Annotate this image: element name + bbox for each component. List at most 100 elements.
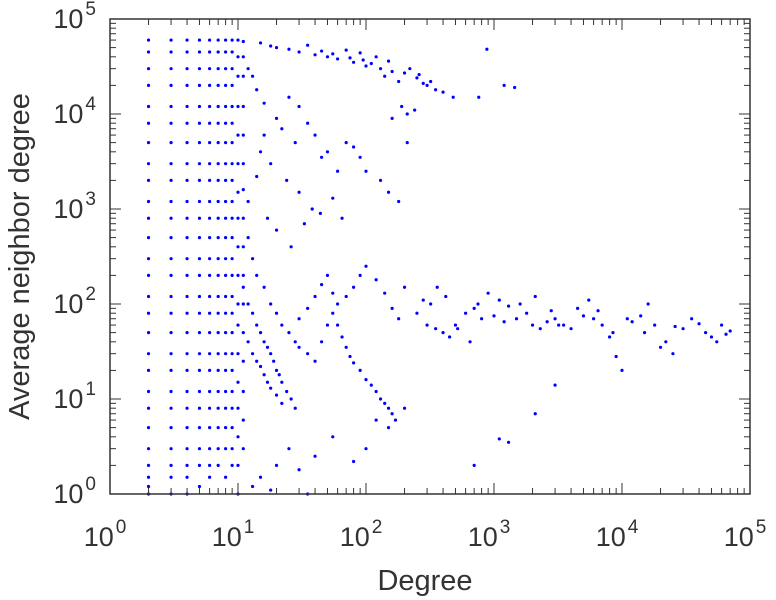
data-point <box>236 435 240 439</box>
data-point <box>402 71 407 75</box>
data-point <box>265 216 270 220</box>
data-point <box>230 406 234 410</box>
data-point <box>369 61 373 66</box>
data-point <box>587 298 591 302</box>
data-point <box>224 389 228 394</box>
data-point <box>274 311 279 315</box>
data-point <box>230 199 234 204</box>
data-point <box>185 406 189 410</box>
data-point <box>340 335 344 339</box>
data-point <box>250 74 255 78</box>
data-point <box>236 380 240 384</box>
data-point <box>340 216 344 220</box>
data-point <box>216 104 220 109</box>
data-point <box>236 323 240 327</box>
data-point <box>444 294 448 299</box>
data-point <box>325 150 330 154</box>
data-point <box>715 340 719 344</box>
data-point <box>169 273 173 277</box>
data-point <box>400 104 404 109</box>
data-point <box>269 352 273 356</box>
data-point <box>269 386 273 390</box>
data-point <box>146 475 151 479</box>
data-point <box>230 216 234 220</box>
data-point <box>277 373 281 377</box>
data-point <box>230 104 234 109</box>
data-point <box>280 380 284 384</box>
data-point <box>344 48 348 52</box>
data-point <box>258 475 263 479</box>
data-point <box>169 216 173 220</box>
data-point <box>224 352 228 356</box>
data-point <box>146 257 151 261</box>
data-point <box>287 447 291 451</box>
data-point <box>262 101 266 105</box>
data-point <box>262 133 266 137</box>
data-point <box>525 311 529 315</box>
data-point <box>208 199 212 204</box>
data-point <box>208 352 212 356</box>
data-point <box>146 484 151 489</box>
x-tick-label: 10 2 <box>340 517 383 552</box>
data-point <box>241 74 245 78</box>
data-point <box>241 273 245 277</box>
data-point <box>197 199 202 204</box>
data-point <box>185 236 189 240</box>
data-point <box>208 178 212 182</box>
data-point <box>146 199 151 204</box>
data-point <box>241 55 245 59</box>
data-point <box>208 216 212 220</box>
data-point <box>185 50 189 54</box>
data-point <box>169 50 173 54</box>
data-point <box>197 311 202 315</box>
data-point <box>169 463 173 467</box>
data-point <box>208 162 212 166</box>
data-point <box>530 323 535 327</box>
data-point <box>320 155 324 159</box>
data-point <box>146 447 151 451</box>
data-point <box>208 83 212 87</box>
data-point <box>208 447 212 451</box>
data-point <box>415 311 419 315</box>
data-point <box>197 141 202 145</box>
data-point <box>146 463 151 467</box>
data-point <box>230 273 234 277</box>
data-point <box>421 298 425 302</box>
data-point <box>297 104 301 109</box>
data-point <box>208 311 212 315</box>
data-point <box>146 331 151 335</box>
data-point <box>269 162 273 166</box>
data-point <box>169 38 173 42</box>
data-point <box>216 38 220 42</box>
data-point <box>197 104 202 109</box>
data-point <box>246 67 250 71</box>
data-point <box>313 359 317 363</box>
data-point <box>185 141 189 145</box>
data-point <box>378 67 383 71</box>
data-point <box>241 302 245 306</box>
data-point <box>258 331 263 335</box>
data-point <box>185 257 189 261</box>
data-point <box>230 83 234 87</box>
data-point <box>216 426 220 430</box>
data-point <box>318 211 322 215</box>
data-point <box>320 283 324 287</box>
data-point <box>208 236 212 240</box>
data-point <box>230 236 234 240</box>
data-point <box>358 155 362 159</box>
data-point <box>344 141 348 145</box>
data-point <box>197 38 202 42</box>
data-point <box>658 345 663 349</box>
data-point <box>434 88 438 92</box>
data-point <box>673 324 677 329</box>
data-point <box>197 352 202 356</box>
data-point <box>185 38 189 42</box>
data-point <box>480 317 484 321</box>
data-point <box>600 323 604 327</box>
data-point <box>492 314 496 318</box>
data-point <box>216 368 220 372</box>
data-point <box>224 475 228 479</box>
data-point <box>224 199 228 204</box>
data-point <box>402 406 407 410</box>
data-point <box>185 67 189 71</box>
